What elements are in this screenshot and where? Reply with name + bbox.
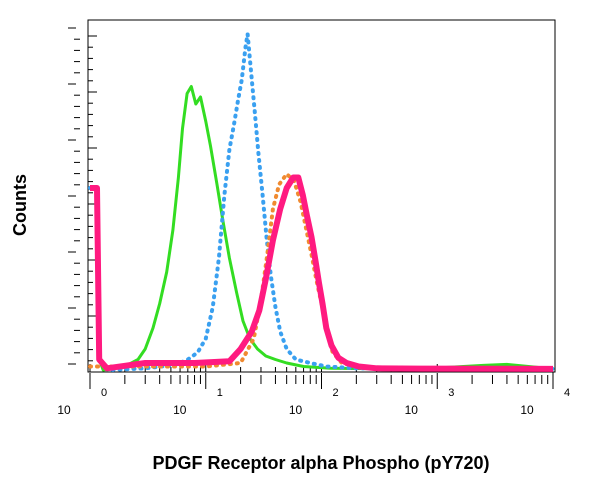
x-tick-label-base: 10: [173, 403, 187, 417]
x-tick-labels: 10 0 10 1 10 2 10 3 10 4: [57, 387, 570, 417]
x-tick-label-base: 10: [289, 403, 303, 417]
y-axis-ticks: [68, 27, 97, 373]
plot-frame: [87, 19, 556, 373]
series-line: [90, 85, 554, 372]
x-tick-label-base: 10: [520, 403, 534, 417]
x-tick-label-exponent: 4: [564, 387, 570, 399]
x-tick-label-base: 10: [405, 403, 419, 417]
x-tick-label-exponent: 0: [101, 387, 107, 399]
x-axis-label: PDGF Receptor alpha Phospho (pY720): [152, 453, 489, 473]
x-tick-label: 10 3: [405, 387, 455, 417]
x-tick-label: 10 4: [520, 387, 570, 417]
x-tick-label: 10 0: [57, 387, 107, 417]
y-axis-label: Counts: [10, 174, 30, 236]
x-tick-label: 10 2: [289, 387, 339, 417]
series-line-thick: [90, 174, 554, 372]
x-tick-label-exponent: 3: [448, 387, 454, 399]
series-layer: [88, 32, 555, 372]
x-tick-label-exponent: 2: [332, 387, 338, 399]
series-line-dotted: [88, 32, 555, 372]
x-tick-label-base: 10: [57, 403, 71, 417]
x-tick-label: 10 1: [173, 387, 223, 417]
x-tick-label-exponent: 1: [217, 387, 223, 399]
